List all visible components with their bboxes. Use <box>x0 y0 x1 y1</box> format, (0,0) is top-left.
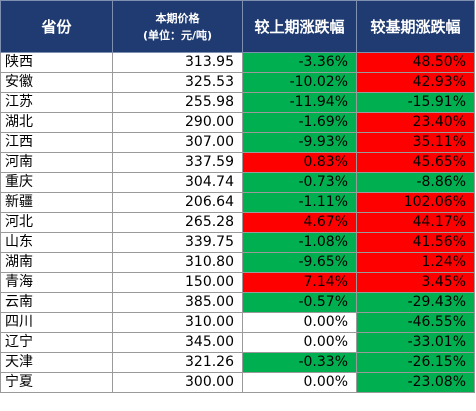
vs-prev-cell: -0.57% <box>242 292 357 313</box>
vs-prev-cell: -11.94% <box>242 92 357 113</box>
province-cell: 天津 <box>0 352 113 373</box>
vs-base-cell: -46.55% <box>356 312 475 333</box>
price-cell: 255.98 <box>112 92 243 113</box>
province-cell: 四川 <box>0 312 113 333</box>
header-vs-base: 较基期涨跌幅 <box>356 0 475 53</box>
table-header: 省份 本期价格 (单位：元/吨) 较上期涨跌幅 较基期涨跌幅 <box>0 0 475 53</box>
province-cell: 河北 <box>0 212 113 233</box>
table-row: 天津 321.26 -0.33% -26.15% <box>0 352 475 373</box>
table-row: 河北 265.28 4.67% 44.17% <box>0 212 475 233</box>
price-cell: 310.00 <box>112 312 243 333</box>
vs-base-cell: 102.06% <box>356 192 475 213</box>
price-cell: 310.80 <box>112 252 243 273</box>
province-cell: 新疆 <box>0 192 113 213</box>
price-change-table: 省份 本期价格 (单位：元/吨) 较上期涨跌幅 较基期涨跌幅 陕西 313.95-… <box>0 0 475 393</box>
table-row: 新疆 206.64 -1.11% 102.06% <box>0 192 475 213</box>
vs-prev-cell: 7.14% <box>242 272 357 293</box>
table-row: 青海 150.00 7.14% 3.45% <box>0 272 475 293</box>
header-price: 本期价格 (单位：元/吨) <box>112 0 243 53</box>
province-cell: 陕西 <box>0 52 113 73</box>
table-row: 江西 307.00 -9.93% 35.11% <box>0 132 475 153</box>
vs-base-cell: 1.24% <box>356 252 475 273</box>
table-row: 重庆 304.74 -0.73% -8.86% <box>0 172 475 193</box>
vs-prev-cell: -0.73% <box>242 172 357 193</box>
header-price-line1: 本期价格 <box>155 11 200 25</box>
price-cell: 290.00 <box>112 112 243 133</box>
table-row: 江苏 255.98 -11.94% -15.91% <box>0 92 475 113</box>
table-row: 山东 339.75 -1.08% 41.56% <box>0 232 475 253</box>
price-cell: 206.64 <box>112 192 243 213</box>
price-cell: 325.53 <box>112 72 243 93</box>
price-cell: 345.00 <box>112 332 243 353</box>
table-row: 湖北 290.00 -1.69% 23.40% <box>0 112 475 133</box>
vs-prev-cell: -10.02% <box>242 72 357 93</box>
province-cell: 云南 <box>0 292 113 313</box>
table-row: 云南 385.00 -0.57% -29.43% <box>0 292 475 313</box>
vs-base-cell: -8.86% <box>356 172 475 193</box>
header-vs-prev: 较上期涨跌幅 <box>242 0 357 53</box>
province-cell: 湖南 <box>0 252 113 273</box>
table-row: 河南 337.59 0.83% 45.65% <box>0 152 475 173</box>
table-row: 安徽 325.53 -10.02% 42.93% <box>0 72 475 93</box>
table-row: 湖南 310.80 -9.65% 1.24% <box>0 252 475 273</box>
province-cell: 辽宁 <box>0 332 113 353</box>
vs-prev-cell: -1.69% <box>242 112 357 133</box>
price-cell: 265.28 <box>112 212 243 233</box>
vs-prev-cell: -3.36% <box>242 52 357 73</box>
vs-base-cell: -23.08% <box>356 372 475 393</box>
price-cell: 385.00 <box>112 292 243 313</box>
vs-base-cell: 42.93% <box>356 72 475 93</box>
vs-base-cell: 45.65% <box>356 152 475 173</box>
table-row: 四川 310.00 0.00% -46.55% <box>0 312 475 333</box>
vs-base-cell: -15.91% <box>356 92 475 113</box>
province-cell: 青海 <box>0 272 113 293</box>
price-cell: 150.00 <box>112 272 243 293</box>
province-cell: 江苏 <box>0 92 113 113</box>
vs-base-cell: 41.56% <box>356 232 475 253</box>
vs-prev-cell: -9.65% <box>242 252 357 273</box>
table-row: 辽宁 345.00 0.00% -33.01% <box>0 332 475 353</box>
vs-prev-cell: 4.67% <box>242 212 357 233</box>
price-cell: 321.26 <box>112 352 243 373</box>
vs-prev-cell: -0.33% <box>242 352 357 373</box>
table-row: 陕西 313.95 -3.36% 48.50% <box>0 52 475 73</box>
vs-base-cell: 23.40% <box>356 112 475 133</box>
vs-prev-cell: -9.93% <box>242 132 357 153</box>
price-cell: 307.00 <box>112 132 243 153</box>
price-cell: 339.75 <box>112 232 243 253</box>
province-cell: 湖北 <box>0 112 113 133</box>
province-cell: 山东 <box>0 232 113 253</box>
vs-base-cell: -26.15% <box>356 352 475 373</box>
vs-prev-cell: 0.00% <box>242 312 357 333</box>
vs-prev-cell: -1.11% <box>242 192 357 213</box>
province-cell: 安徽 <box>0 72 113 93</box>
vs-base-cell: 44.17% <box>356 212 475 233</box>
table-body: 陕西 313.95 -3.36% 48.50% 安徽 325.53 -10.02% 42.93… <box>0 52 475 393</box>
table-row: 宁夏 300.00 0.00% -23.08% <box>0 372 475 393</box>
price-cell: 304.74 <box>112 172 243 193</box>
vs-base-cell: -29.43% <box>356 292 475 313</box>
header-province: 省份 <box>0 0 113 53</box>
vs-base-cell: -33.01% <box>356 332 475 353</box>
province-cell: 重庆 <box>0 172 113 193</box>
vs-prev-cell: 0.83% <box>242 152 357 173</box>
vs-base-cell: 35.11% <box>356 132 475 153</box>
vs-base-cell: 3.45% <box>356 272 475 293</box>
province-cell: 河南 <box>0 152 113 173</box>
price-cell: 337.59 <box>112 152 243 173</box>
price-cell: 313.95 <box>112 52 243 73</box>
price-cell: 300.00 <box>112 372 243 393</box>
header-price-line2: (单位：元/吨) <box>142 28 213 42</box>
vs-prev-cell: 0.00% <box>242 372 357 393</box>
vs-prev-cell: -1.08% <box>242 232 357 253</box>
province-cell: 江西 <box>0 132 113 153</box>
vs-base-cell: 48.50% <box>356 52 475 73</box>
province-cell: 宁夏 <box>0 372 113 393</box>
vs-prev-cell: 0.00% <box>242 332 357 353</box>
